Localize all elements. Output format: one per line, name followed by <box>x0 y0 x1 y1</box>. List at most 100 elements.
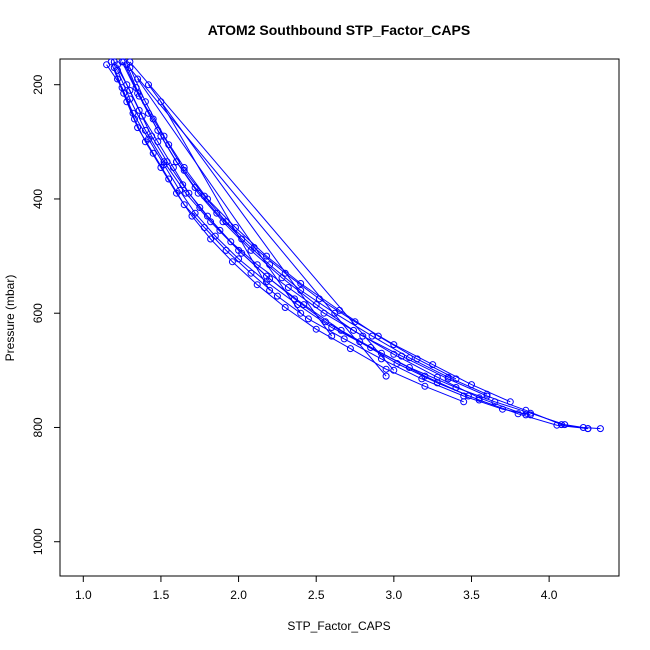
data-point <box>460 398 468 406</box>
data-point <box>194 189 202 197</box>
data-point <box>390 341 398 349</box>
data-point <box>173 158 180 166</box>
y-tick-label: 200 <box>31 74 45 94</box>
data-point <box>367 344 375 351</box>
y-tick-label: 800 <box>31 417 45 437</box>
data-point <box>141 138 149 146</box>
data-point <box>475 396 483 404</box>
x-tick-label: 2.5 <box>308 588 325 602</box>
data-point <box>359 332 367 340</box>
series-line-2 <box>113 61 588 430</box>
data-point <box>291 295 298 303</box>
data-point <box>390 366 398 374</box>
series-line-11 <box>129 61 395 371</box>
data-point <box>382 365 390 373</box>
data-point <box>273 292 281 300</box>
x-axis-label: STP_Factor_CAPS <box>287 619 390 633</box>
y-axis: 200 400 600 800 1000 <box>31 74 61 555</box>
series-line-5 <box>117 64 588 430</box>
x-tick-label: 1.5 <box>153 588 170 602</box>
data-point <box>207 235 215 243</box>
data-point <box>120 89 128 97</box>
data-point <box>514 410 522 418</box>
data-point <box>584 425 592 433</box>
data-point <box>390 350 398 358</box>
data-point <box>522 411 530 419</box>
series-line-14 <box>137 78 302 314</box>
series-line-1 <box>106 64 601 430</box>
data-point <box>350 326 357 334</box>
data-point <box>444 373 452 381</box>
data-point <box>522 406 530 414</box>
data-point <box>180 201 188 209</box>
data-point <box>135 92 143 100</box>
data-point <box>558 421 565 429</box>
data-point <box>266 275 274 283</box>
data-point <box>196 204 204 211</box>
data-point <box>145 81 152 89</box>
data-point <box>160 158 168 166</box>
data-point <box>182 189 190 197</box>
series-line-7 <box>113 67 464 403</box>
data-point <box>180 164 188 171</box>
data-point <box>452 375 460 383</box>
data-point <box>213 209 221 217</box>
data-point <box>247 246 255 254</box>
data-point <box>173 189 180 197</box>
data-point <box>204 212 211 220</box>
data-point <box>207 218 215 226</box>
data-point <box>284 284 292 291</box>
series-line-4 <box>121 61 511 403</box>
data-point <box>374 332 382 340</box>
series-line-9 <box>123 61 526 416</box>
data-point <box>297 309 305 317</box>
series-line-12 <box>126 64 387 377</box>
data-point <box>421 372 429 380</box>
data-point <box>464 392 472 400</box>
data-point <box>278 274 286 282</box>
data-point <box>433 373 441 381</box>
plot-frame <box>59 58 620 577</box>
data-point <box>228 258 236 266</box>
x-tick-label: 3.0 <box>386 588 403 602</box>
data-point <box>596 425 604 433</box>
data-point <box>138 112 146 120</box>
data-point <box>266 286 274 294</box>
data-point <box>204 195 211 203</box>
y-tick-label: 400 <box>31 189 45 209</box>
data-point <box>413 355 421 363</box>
data-point <box>126 95 134 103</box>
data-point <box>297 280 305 287</box>
data-point <box>328 332 336 340</box>
data-point <box>235 246 243 254</box>
data-point <box>312 301 320 309</box>
series-line-15 <box>160 101 271 291</box>
series-line-10 <box>117 70 469 397</box>
data-point <box>247 269 255 277</box>
data-point <box>263 252 270 260</box>
data-point <box>346 345 354 353</box>
data-layer <box>103 58 604 433</box>
data-point <box>219 218 227 226</box>
chart-title: ATOM2 Southbound STP_Factor_CAPS <box>208 22 470 38</box>
x-tick-label: 4.0 <box>541 588 558 602</box>
data-point <box>421 382 429 390</box>
y-axis-label: Pressure (mbar) <box>3 275 17 362</box>
y-tick-label: 600 <box>31 303 45 323</box>
data-point <box>506 398 514 406</box>
data-point <box>134 75 142 83</box>
data-point <box>107 58 115 66</box>
data-point <box>281 304 289 311</box>
data-point <box>157 98 165 106</box>
series-line-13 <box>148 84 333 337</box>
data-point <box>340 335 348 343</box>
data-point <box>382 372 390 380</box>
data-point <box>304 315 312 323</box>
data-point <box>475 394 483 402</box>
series-line-8 <box>129 67 457 380</box>
series-line-6 <box>126 64 488 395</box>
data-point <box>131 115 138 123</box>
data-point <box>135 106 143 114</box>
x-tick-label: 1.0 <box>75 588 92 602</box>
